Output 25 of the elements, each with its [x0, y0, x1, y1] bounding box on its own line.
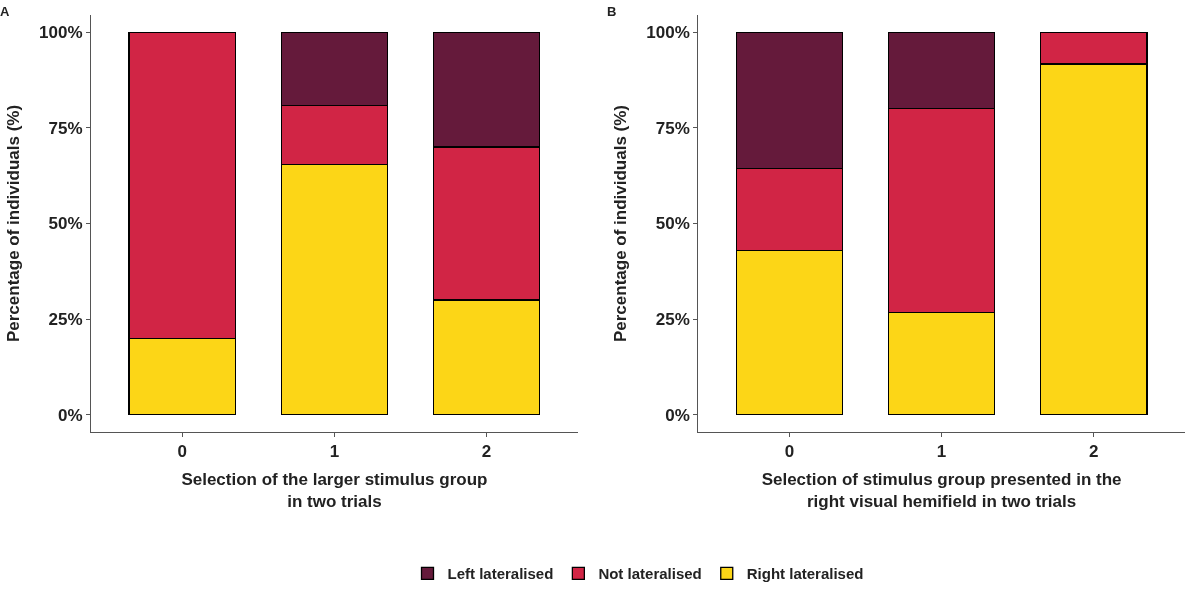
y-tick-label: 75% — [655, 118, 690, 138]
x-tick-label: 1 — [329, 442, 340, 462]
legend-label: Left lateralised — [447, 565, 554, 583]
x-tick-label: 0 — [784, 442, 795, 462]
y-tick-label: 50% — [655, 214, 690, 234]
y-tick-label: 25% — [655, 310, 690, 330]
y-tick-label: 100% — [646, 23, 690, 43]
y-axis-title: Percentage of individuals (%) — [3, 104, 23, 343]
x-axis-title: Selection of stimulus group presented in the right visual hemifield in two trials — [761, 469, 1122, 511]
y-tick-label: 100% — [39, 23, 83, 43]
x-tick-label: 1 — [936, 442, 947, 462]
x-tick-label: 2 — [481, 442, 492, 462]
y-tick-label: 75% — [48, 118, 83, 138]
y-tick-label: 50% — [48, 214, 83, 234]
y-axis-title: Percentage of individuals (%) — [610, 104, 630, 343]
y-tick-label: 25% — [48, 310, 83, 330]
x-tick-label: 2 — [1088, 442, 1099, 462]
chart-title: A — [0, 4, 10, 19]
x-tick-label: 0 — [177, 442, 188, 462]
legend-label: Right lateralised — [746, 565, 864, 583]
x-axis-title: Selection of the larger stimulus group in two trials — [181, 469, 488, 511]
chart-title: B — [607, 4, 617, 19]
y-tick-label: 0% — [58, 405, 83, 425]
legend-label: Not lateralised — [598, 565, 702, 583]
y-tick-label: 0% — [665, 405, 690, 425]
